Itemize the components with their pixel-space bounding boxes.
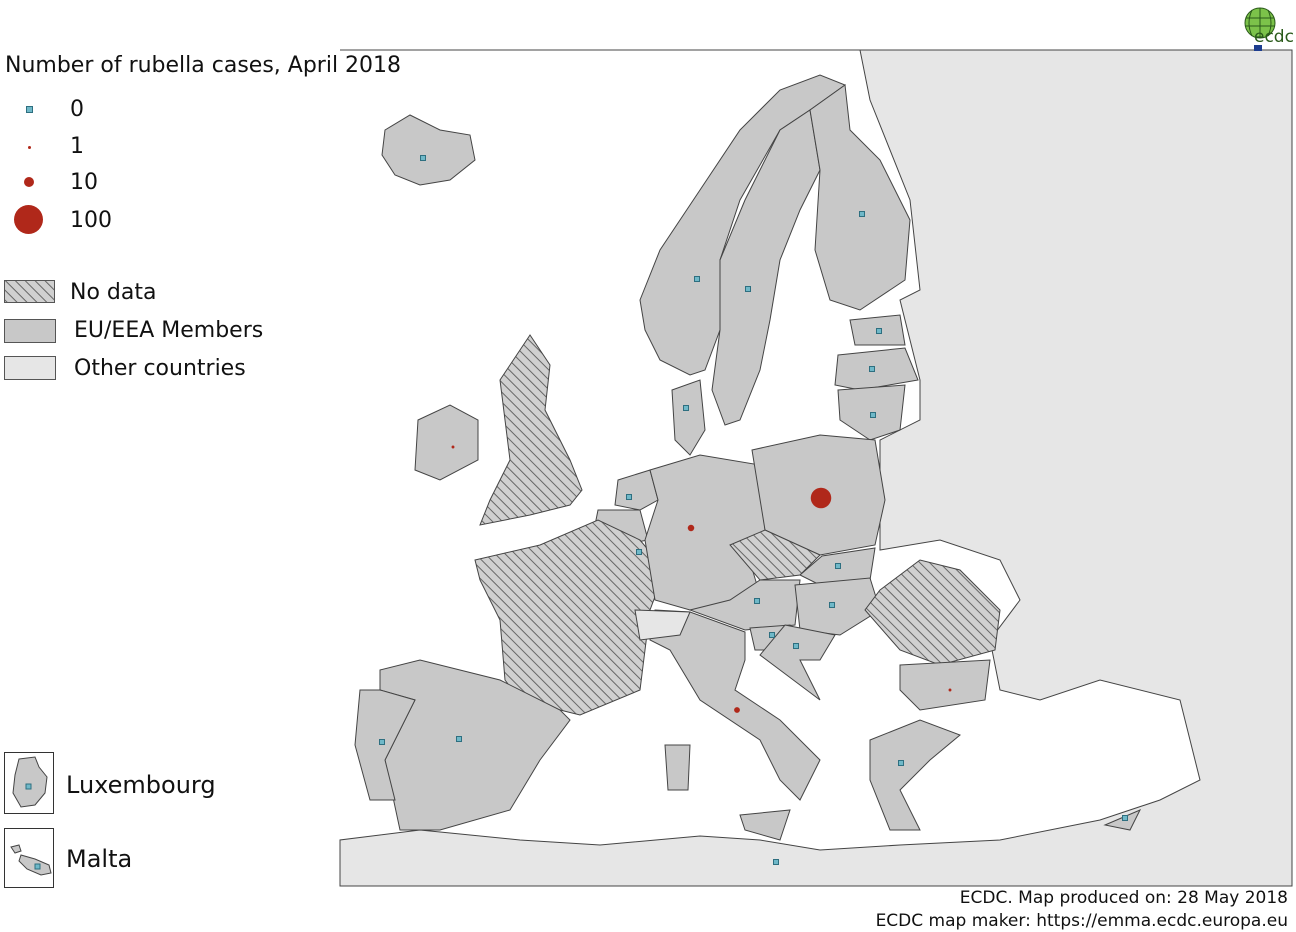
footer-map-maker-link[interactable]: ECDC map maker: https://emma.ecdc.europa… bbox=[875, 911, 1288, 931]
country-other-landmass bbox=[339, 49, 1293, 887]
legend-label-0: 0 bbox=[70, 97, 84, 122]
country-germany bbox=[644, 454, 766, 611]
case-marker-is bbox=[420, 155, 426, 161]
legend-label-100: 100 bbox=[70, 208, 112, 233]
country-austria bbox=[688, 579, 801, 631]
legend-no-data-swatch bbox=[4, 280, 55, 303]
case-marker-ee bbox=[876, 328, 882, 334]
case-marker-es bbox=[456, 736, 462, 742]
ecdc-logo: ecdc bbox=[1244, 7, 1294, 51]
country-latvia bbox=[834, 347, 919, 391]
country-sweden bbox=[711, 109, 821, 426]
case-marker-pt bbox=[379, 739, 385, 745]
case-marker-si bbox=[769, 632, 775, 638]
legend-label-eu: EU/EEA Members bbox=[74, 318, 264, 343]
legend-label-10: 10 bbox=[70, 170, 98, 195]
legend-zero-marker bbox=[26, 106, 33, 113]
case-marker-gr bbox=[898, 760, 904, 766]
country-uk bbox=[479, 334, 583, 526]
country-iceland bbox=[381, 114, 476, 186]
case-marker-hu bbox=[829, 602, 835, 608]
legend-other-swatch bbox=[4, 356, 56, 380]
country-greece bbox=[869, 719, 961, 831]
case-marker-no bbox=[694, 276, 700, 282]
case-marker-at bbox=[754, 598, 760, 604]
case-marker-cy bbox=[1122, 815, 1128, 821]
case-marker-it bbox=[734, 707, 740, 713]
case-marker-de bbox=[687, 524, 695, 532]
legend-label-1: 1 bbox=[70, 134, 84, 159]
country-czechia bbox=[729, 529, 821, 581]
country-bulgaria bbox=[899, 659, 991, 711]
legend-title: Number of rubella cases, April 2018 bbox=[5, 53, 402, 78]
legend-label-other: Other countries bbox=[74, 356, 246, 381]
country-croatia bbox=[759, 624, 836, 701]
legend-marker-1 bbox=[28, 146, 31, 149]
country-sardinia bbox=[664, 744, 691, 791]
country-finland bbox=[809, 84, 911, 311]
country-sicily bbox=[739, 809, 791, 841]
country-france bbox=[474, 519, 666, 716]
country-switzerland bbox=[634, 609, 691, 641]
case-marker-hr bbox=[793, 643, 799, 649]
case-marker-nl bbox=[626, 494, 632, 500]
country-hungary bbox=[794, 577, 881, 636]
case-marker-ie bbox=[451, 445, 455, 449]
inset-malta bbox=[4, 828, 54, 888]
case-marker-se bbox=[745, 286, 751, 292]
case-marker-lt bbox=[870, 412, 876, 418]
country-romania bbox=[864, 559, 1001, 666]
legend-marker-100 bbox=[14, 205, 43, 234]
inset-luxembourg bbox=[4, 752, 54, 814]
inset-label-malta: Malta bbox=[66, 845, 133, 873]
case-marker-fi bbox=[859, 211, 865, 217]
country-denmark bbox=[671, 379, 706, 456]
legend-marker-10 bbox=[24, 177, 34, 187]
inset-label-luxembourg: Luxembourg bbox=[66, 771, 216, 799]
case-marker-bg bbox=[948, 688, 952, 692]
case-marker-dk bbox=[683, 405, 689, 411]
country-ireland bbox=[414, 404, 479, 481]
case-marker-mt bbox=[773, 859, 779, 865]
case-marker-pl bbox=[810, 487, 832, 509]
country-italy bbox=[649, 609, 821, 801]
country-netherlands bbox=[614, 469, 659, 511]
case-marker-be bbox=[636, 549, 642, 555]
footer-produced-date: ECDC. Map produced on: 28 May 2018 bbox=[959, 888, 1288, 908]
legend-label-no-data: No data bbox=[70, 280, 157, 305]
svg-text:ecdc: ecdc bbox=[1254, 27, 1294, 47]
case-marker-sk bbox=[835, 563, 841, 569]
legend-eu-swatch bbox=[4, 319, 56, 343]
case-marker-lv bbox=[869, 366, 875, 372]
